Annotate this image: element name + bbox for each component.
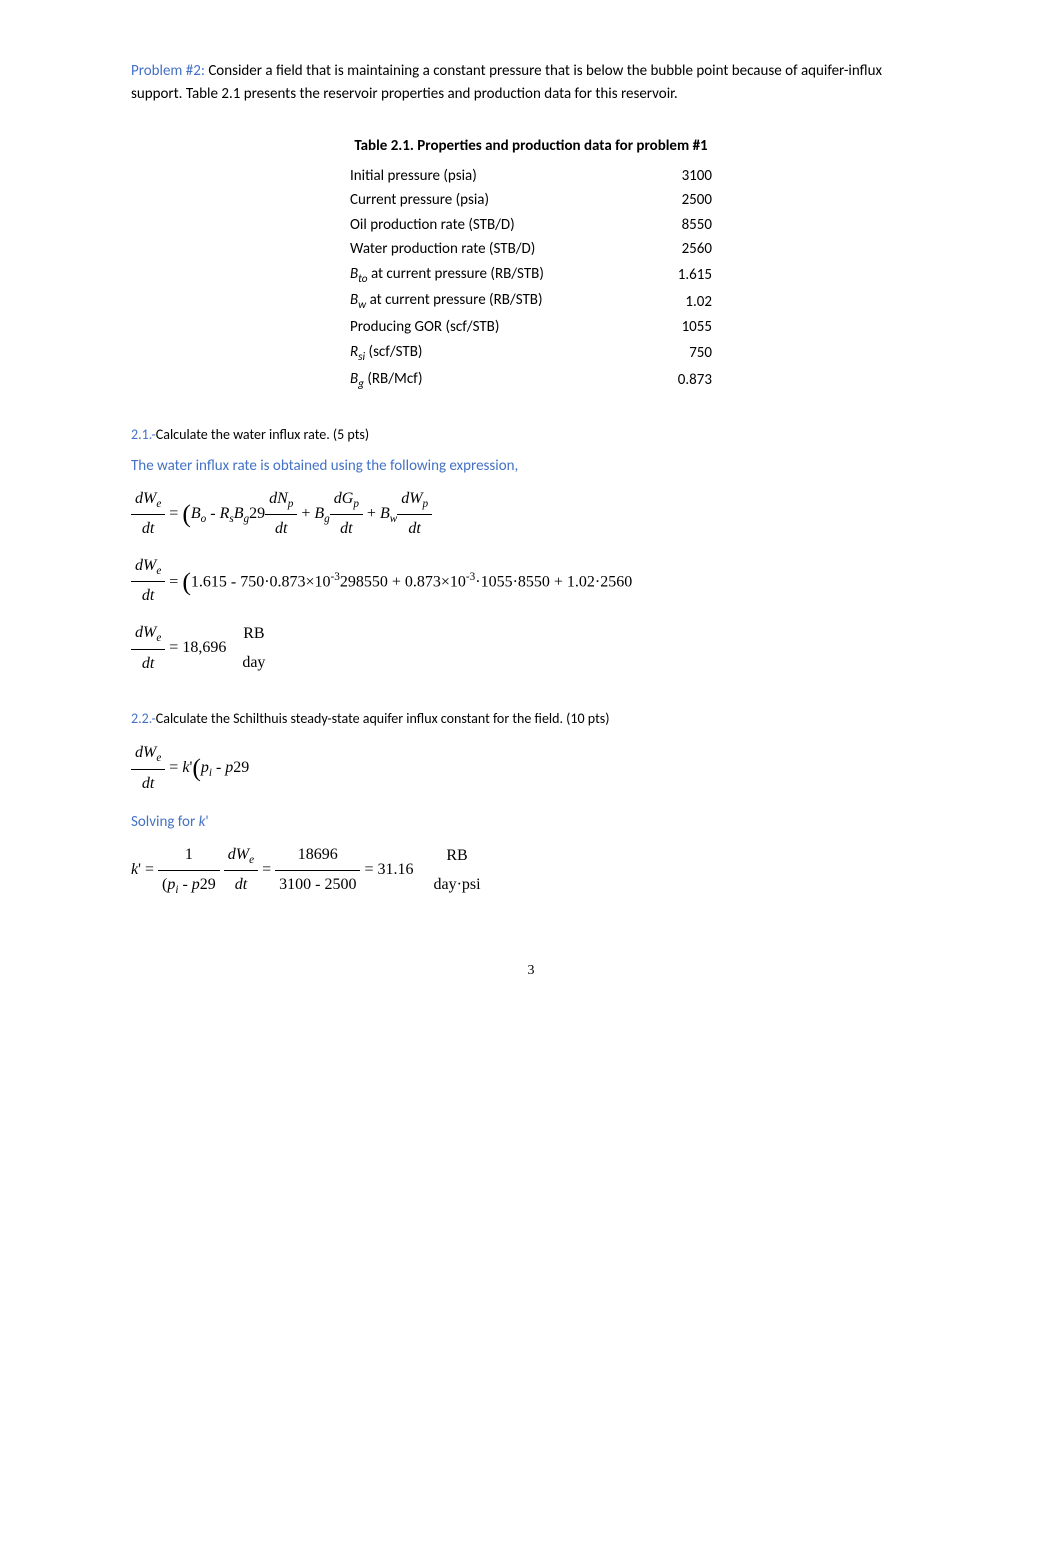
table-row: Producing GOR (scf/STB)1055 [346,315,716,340]
equation-5: k' = 1(pi - p29 dWedt = 186963100 - 2500… [131,841,931,900]
table-row: Bto at current pressure (RB/STB)1.615 [346,262,716,289]
section-2-1-intro: The water influx rate is obtained using … [131,455,931,478]
row-label: Bto at current pressure (RB/STB) [346,262,638,289]
table-row: Bw at current pressure (RB/STB)1.02 [346,288,716,315]
problem-text: Consider a field that is maintaining a c… [131,62,882,103]
properties-table: Table 2.1. Properties and production dat… [346,135,716,394]
table-row: Rsi (scf/STB)750 [346,340,716,367]
section-2-2: 2.2.-Calculate the Schilthuis steady-sta… [131,708,931,729]
table-row: Initial pressure (psia)3100 [346,164,716,189]
row-value: 2500 [638,188,716,213]
row-value: 3100 [638,164,716,189]
section-num: 2.1.- [131,426,156,443]
row-label: Bw at current pressure (RB/STB) [346,288,638,315]
section-text: Calculate the Schilthuis steady-state aq… [156,710,610,727]
row-value: 0.873 [638,367,716,394]
row-label: Bg (RB/Mcf) [346,367,638,394]
row-label: Oil production rate (STB/D) [346,213,638,238]
section-text: Calculate the water influx rate. (5 pts) [156,426,369,443]
data-table: Initial pressure (psia)3100 Current pres… [346,164,716,394]
section-2-1: 2.1.-Calculate the water influx rate. (5… [131,424,931,445]
table-row: Oil production rate (STB/D)8550 [346,213,716,238]
solving-for: Solving for k' [131,811,931,834]
row-label: Rsi (scf/STB) [346,340,638,367]
problem-intro: Problem #2: Consider a field that is mai… [131,60,931,105]
table-row: Bg (RB/Mcf)0.873 [346,367,716,394]
table-row: Current pressure (psia)2500 [346,188,716,213]
row-label: Initial pressure (psia) [346,164,638,189]
row-value: 2560 [638,237,716,262]
row-value: 750 [638,340,716,367]
row-value: 1.02 [638,288,716,315]
equation-4: dWedt = k'(pi - p29 [131,739,931,798]
table-row: Water production rate (STB/D)2560 [346,237,716,262]
row-label: Current pressure (psia) [346,188,638,213]
equation-2: dWedt = (1.615 - 750·0.873×10-3298550 + … [131,552,931,611]
row-value: 8550 [638,213,716,238]
equation-3: dWedt = 18,696 RBday [131,619,931,678]
row-value: 1055 [638,315,716,340]
section-num: 2.2.- [131,710,156,727]
problem-label: Problem #2: [131,62,205,80]
row-label: Producing GOR (scf/STB) [346,315,638,340]
row-label: Water production rate (STB/D) [346,237,638,262]
page-number: 3 [131,960,931,981]
equation-1: dWedt = (Bo - RsBg29dNpdt + Bg dGpdt + B… [131,485,931,544]
row-value: 1.615 [638,262,716,289]
table-title: Table 2.1. Properties and production dat… [346,135,716,158]
